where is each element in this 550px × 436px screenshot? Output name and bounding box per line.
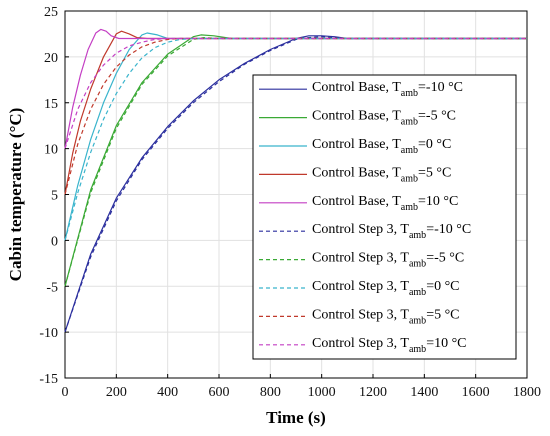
x-tick-label: 1000 <box>308 385 336 400</box>
legend-entry: Control Step 3, Tamb=-5 °C <box>259 251 464 270</box>
series-line-8 <box>64 37 527 241</box>
legend-entry: Control Step 3, Tamb=0 °C <box>259 279 460 298</box>
y-axis-title: Cabin temperature (°C) <box>6 108 25 282</box>
x-tick-label: 1800 <box>513 385 541 400</box>
x-tick-label: 1400 <box>410 385 438 400</box>
legend-label: Control Step 3, Tamb=5 °C <box>312 307 460 326</box>
legend-entry: Control Step 3, Tamb=5 °C <box>259 307 460 326</box>
series-line-5 <box>64 28 527 149</box>
x-tick-label: 800 <box>260 385 281 400</box>
legend-entry: Control Base, Tamb=-5 °C <box>259 109 456 128</box>
legend-label: Control Step 3, Tamb=-5 °C <box>312 251 464 270</box>
legend-label: Control Base, Tamb=10 °C <box>312 194 458 213</box>
x-tick-label: 1600 <box>462 385 490 400</box>
x-tick-label: 1200 <box>359 385 387 400</box>
legend-label: Control Base, Tamb=-5 °C <box>312 109 456 128</box>
y-tick-label: 0 <box>51 234 58 249</box>
series-layer <box>64 28 527 333</box>
legend: Control Base, Tamb=-10 °C Control Base, T… <box>252 74 517 360</box>
y-tick-label: -5 <box>46 280 58 295</box>
y-tick-label: -15 <box>39 372 58 387</box>
series-line-1 <box>64 35 527 333</box>
legend-entry: Control Base, Tamb=5 °C <box>259 165 451 184</box>
legend-entry: Control Base, Tamb=-10 °C <box>259 80 463 99</box>
series-line-6 <box>64 36 527 333</box>
series-line-10 <box>64 37 527 149</box>
legend-box <box>252 74 517 360</box>
legend-entry: Control Base, Tamb=10 °C <box>259 194 458 213</box>
x-tick-label: 400 <box>157 385 178 400</box>
series-line-9 <box>64 37 527 195</box>
legend-label: Control Base, Tamb=0 °C <box>312 137 451 156</box>
legend-label: Control Step 3, Tamb=0 °C <box>312 279 460 298</box>
legend-label: Control Step 3, Tamb=-10 °C <box>312 222 471 241</box>
legend-entry: Control Base, Tamb=0 °C <box>259 137 451 156</box>
y-axis-ticks: -15 -10 -5 0 5 10 15 20 25 <box>39 5 69 387</box>
legend-entry: Control Step 3, Tamb=-10 °C <box>259 222 471 241</box>
x-axis-title: Time (s) <box>266 408 326 427</box>
y-tick-label: 15 <box>44 97 58 112</box>
x-tick-label: 600 <box>209 385 230 400</box>
legend-entry: Control Step 3, Tamb=10 °C <box>259 336 467 355</box>
y-tick-label: 20 <box>44 51 58 66</box>
x-tick-label: 200 <box>106 385 127 400</box>
y-tick-label: 10 <box>44 143 58 158</box>
legend-label: Control Base, Tamb=-10 °C <box>312 80 463 99</box>
x-tick-label: 0 <box>62 385 69 400</box>
y-tick-label: 25 <box>44 5 58 20</box>
y-tick-label: -10 <box>39 326 58 341</box>
legend-label: Control Base, Tamb=5 °C <box>312 165 451 184</box>
legend-label: Control Step 3, Tamb=10 °C <box>312 336 467 355</box>
x-axis-ticks: 0 200 400 600 800 1000 1200 1400 1600 1800 <box>62 374 541 400</box>
y-tick-label: 5 <box>51 189 58 204</box>
